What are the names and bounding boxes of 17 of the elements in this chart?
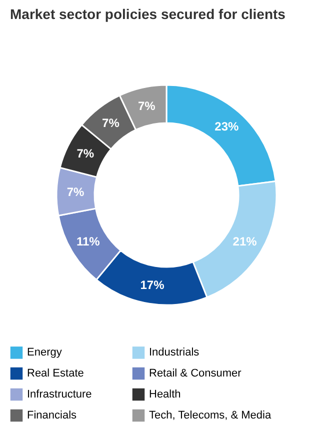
legend-label: Retail & Consumer [149,368,242,380]
legend-label: Health [149,388,181,400]
data-label: 7% [66,185,85,200]
data-label: 11% [76,234,100,248]
data-label: 23% [214,120,240,134]
data-label: 21% [232,234,258,248]
data-label: 7% [102,116,120,130]
data-label: 7% [138,99,156,114]
legend-label: Real Estate [27,368,84,380]
legend-label: Industrials [149,346,200,359]
data-label: 7% [76,146,94,161]
legend-label: Tech, Telecoms, & Media [149,410,272,422]
legend-label: Energy [27,346,62,359]
legend-label: Financials [27,410,78,422]
legend-label: Infrastructure [27,388,92,400]
data-label: 17% [140,278,165,292]
chart-title: Market sector policies secured for clients [10,6,286,22]
